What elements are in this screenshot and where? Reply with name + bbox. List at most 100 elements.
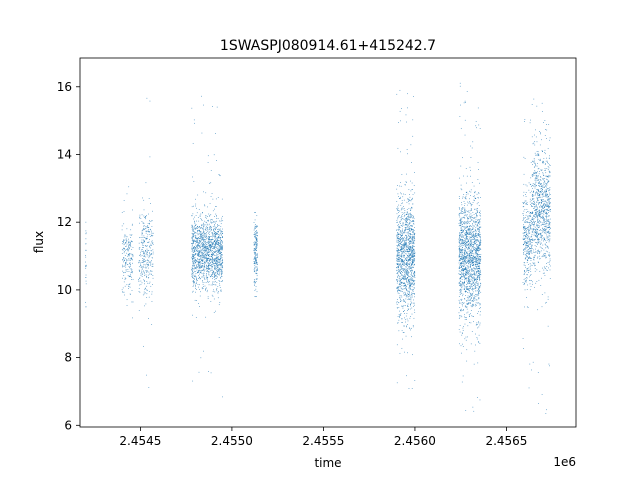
data-point [152, 232, 154, 234]
data-point [413, 272, 415, 274]
data-point [139, 247, 141, 248]
data-point [459, 240, 460, 241]
data-point [198, 237, 200, 239]
data-point [397, 255, 398, 257]
data-point [480, 244, 481, 246]
data-point [466, 236, 468, 238]
data-point [459, 331, 461, 333]
data-point [149, 231, 151, 232]
data-point [473, 259, 475, 260]
data-point [255, 257, 257, 259]
data-point [408, 290, 410, 292]
data-point [253, 234, 255, 235]
data-point [128, 266, 130, 267]
data-point [212, 210, 214, 212]
data-point [475, 243, 476, 245]
data-point [476, 215, 477, 216]
data-point [195, 243, 197, 245]
data-point [406, 326, 407, 328]
data-point [461, 276, 463, 277]
data-point [469, 265, 471, 267]
data-point [468, 276, 470, 278]
data-point [410, 241, 412, 243]
data-point [409, 216, 411, 218]
data-point [468, 229, 470, 231]
data-point [475, 231, 477, 233]
data-point [209, 276, 211, 278]
data-point [212, 226, 214, 228]
data-point [257, 235, 258, 237]
data-point [152, 249, 154, 251]
data-point [465, 214, 467, 216]
data-point [195, 225, 197, 226]
data-point [208, 263, 209, 265]
data-point [480, 258, 482, 260]
data-point [469, 275, 471, 277]
data-point [472, 229, 473, 230]
data-point [209, 239, 210, 241]
data-point [140, 262, 141, 264]
data-point [214, 252, 216, 253]
data-point [211, 253, 212, 255]
data-point [412, 291, 414, 293]
data-point [399, 284, 401, 285]
data-point [192, 241, 194, 243]
data-point [409, 308, 411, 310]
data-point [464, 243, 466, 245]
data-point [221, 254, 223, 255]
data-point [480, 197, 481, 198]
data-point [203, 246, 205, 248]
data-point [213, 221, 215, 222]
data-point [460, 309, 461, 311]
data-point [194, 122, 195, 124]
data-point [397, 245, 399, 247]
data-point [460, 238, 462, 240]
data-point [409, 240, 410, 242]
data-point [474, 274, 476, 276]
data-point [191, 257, 193, 259]
data-point [467, 277, 469, 279]
data-point [470, 257, 471, 258]
data-point [414, 277, 416, 278]
data-point [410, 267, 412, 269]
data-point [407, 260, 409, 262]
data-point [121, 229, 123, 231]
data-point [473, 410, 475, 412]
data-point [396, 235, 398, 237]
data-point [145, 217, 146, 219]
data-point [478, 262, 480, 263]
data-point [197, 254, 199, 256]
data-point [479, 262, 480, 264]
data-point [460, 300, 462, 301]
data-point [222, 280, 223, 281]
data-point [256, 254, 257, 256]
data-point [473, 288, 475, 290]
data-point [461, 243, 462, 244]
data-point [203, 225, 205, 227]
data-point [409, 266, 411, 267]
data-point [131, 268, 132, 270]
data-point [199, 260, 200, 262]
data-point [128, 267, 130, 268]
data-point [412, 289, 414, 290]
data-point [406, 244, 408, 246]
data-point [396, 263, 398, 265]
data-point [144, 292, 146, 294]
data-point [396, 304, 398, 305]
data-point [471, 233, 472, 234]
data-point [400, 258, 402, 260]
data-point [148, 229, 149, 231]
data-point [465, 270, 466, 272]
data-point [255, 237, 257, 238]
data-point [195, 237, 197, 239]
data-point [124, 264, 126, 266]
data-point [473, 300, 474, 302]
data-point [396, 299, 398, 300]
data-point [404, 242, 406, 244]
data-point [192, 233, 194, 234]
data-point [408, 199, 410, 201]
data-point [213, 277, 215, 278]
data-point [400, 247, 402, 249]
data-point [256, 273, 257, 274]
data-point [408, 243, 410, 244]
